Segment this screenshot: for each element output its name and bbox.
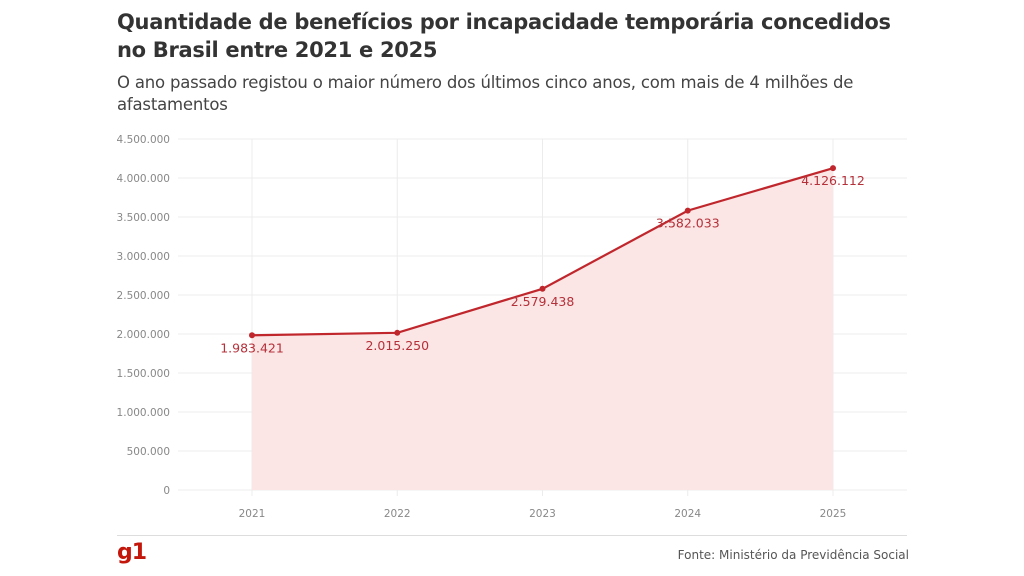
data-point-2024 xyxy=(684,207,691,214)
y-tick-label: 1.000.000 xyxy=(117,407,170,419)
y-tick-label: 4.500.000 xyxy=(117,134,170,146)
data-label-2024: 3:582.033 xyxy=(656,216,720,231)
data-label-2025: 4.126.112 xyxy=(801,173,865,188)
data-labels: 1.983.421 2.015.250 2.579.438 3:582.033 4.12… xyxy=(220,173,865,355)
data-point-2021 xyxy=(249,332,255,339)
chart-subtitle: O ano passado registou o maior número do… xyxy=(117,73,854,114)
x-tick-label: 2025 xyxy=(820,508,847,520)
x-axis-ticks: 2021 2022 2023 2024 2025 xyxy=(239,508,847,520)
y-tick-label: 2.500.000 xyxy=(117,290,170,302)
y-tick-label: 4.000.000 xyxy=(117,173,170,185)
x-tick-label: 2022 xyxy=(384,508,411,520)
footer-divider xyxy=(117,535,907,536)
data-point-2022 xyxy=(394,329,401,336)
y-tick-label: 1.500.000 xyxy=(117,368,170,380)
area-fill xyxy=(252,168,833,490)
data-points xyxy=(249,165,836,339)
data-point-2023 xyxy=(539,285,546,292)
x-tick-label: 2021 xyxy=(239,508,266,520)
data-label-2022: 2.015.250 xyxy=(365,338,429,353)
x-tick-label: 2023 xyxy=(529,508,556,520)
g1-logo: g1 xyxy=(117,540,147,565)
x-tick-label: 2024 xyxy=(674,508,701,520)
data-point-2025 xyxy=(830,165,836,172)
source-note: Fonte: Ministério da Previdência Social xyxy=(677,548,909,562)
y-tick-label: 3.000.000 xyxy=(117,251,170,263)
y-tick-label: 0 xyxy=(163,485,170,497)
y-tick-label: 3.500.000 xyxy=(117,212,170,224)
y-tick-label: 2.000.000 xyxy=(117,329,170,341)
y-axis-ticks: 0 500.000 1.000.000 1.500.000 2.000.000 2.500… xyxy=(117,134,170,497)
data-label-2023: 2.579.438 xyxy=(511,294,575,309)
y-tick-label: 500.000 xyxy=(127,446,170,458)
chart-title: Quantidade de benefícios por incapacidad… xyxy=(117,10,891,62)
data-label-2021: 1.983.421 xyxy=(220,340,284,355)
